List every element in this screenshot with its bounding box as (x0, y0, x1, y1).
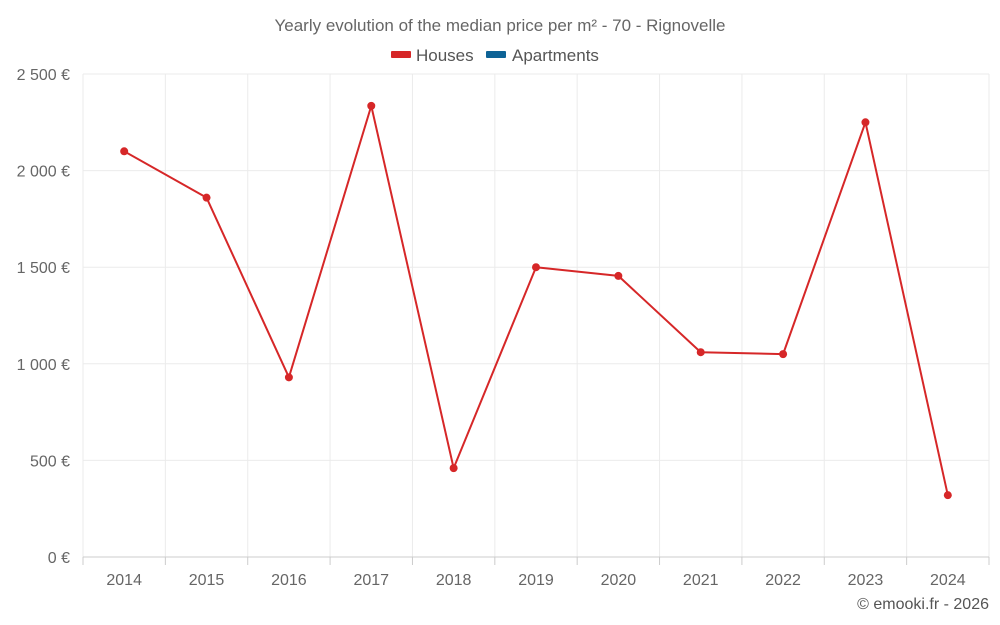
legend-swatch-apartments (486, 51, 506, 58)
x-tick-label: 2022 (765, 572, 801, 589)
data-point-houses-2018[interactable] (449, 464, 458, 473)
y-tick-label: 2 500 € (17, 67, 70, 84)
data-point-houses-2017[interactable] (367, 101, 376, 110)
data-point-houses-2024[interactable] (943, 491, 952, 500)
y-tick-label: 1 500 € (17, 260, 70, 277)
x-tick-label: 2019 (518, 572, 554, 589)
legend-item-houses[interactable]: Houses (391, 46, 474, 65)
x-tick-label: 2024 (930, 572, 966, 589)
x-tick-label: 2017 (353, 572, 389, 589)
legend-item-apartments[interactable]: Apartments (486, 46, 599, 65)
y-tick-label: 0 € (48, 550, 70, 567)
legend-swatch-houses (391, 51, 411, 58)
x-axis-labels: 2014 2015 2016 2017 2018 2019 2020 2021 2022 2023… (106, 572, 965, 589)
x-tick-label: 2015 (189, 572, 225, 589)
data-point-houses-2022[interactable] (779, 350, 788, 359)
y-tick-label: 1 000 € (17, 357, 70, 374)
data-point-houses-2014[interactable] (120, 147, 129, 156)
x-tick-label: 2021 (683, 572, 719, 589)
data-point-houses-2021[interactable] (696, 348, 705, 357)
legend-label-houses: Houses (416, 46, 474, 65)
credit-text: © emooki.fr - 2026 (857, 596, 989, 613)
y-tick-label: 2 000 € (17, 164, 70, 181)
series-houses (120, 101, 952, 500)
data-point-houses-2016[interactable] (284, 373, 293, 382)
legend: Houses Apartments (391, 46, 599, 65)
x-tick-label: 2018 (436, 572, 472, 589)
x-tick-label: 2023 (848, 572, 884, 589)
y-tick-label: 500 € (30, 453, 70, 470)
x-tick-label: 2020 (601, 572, 637, 589)
y-axis-labels: 0 € 500 € 1 000 € 1 500 € 2 000 € 2 500 € (17, 67, 70, 567)
data-point-houses-2023[interactable] (861, 118, 870, 127)
data-point-houses-2020[interactable] (614, 271, 623, 280)
chart-title: Yearly evolution of the median price per… (274, 16, 725, 35)
x-tick-label: 2014 (106, 572, 142, 589)
x-tick-label: 2016 (271, 572, 307, 589)
data-point-houses-2019[interactable] (532, 263, 540, 272)
grid (82, 73, 990, 565)
data-point-houses-2015[interactable] (202, 193, 211, 202)
legend-label-apartments: Apartments (512, 46, 599, 65)
